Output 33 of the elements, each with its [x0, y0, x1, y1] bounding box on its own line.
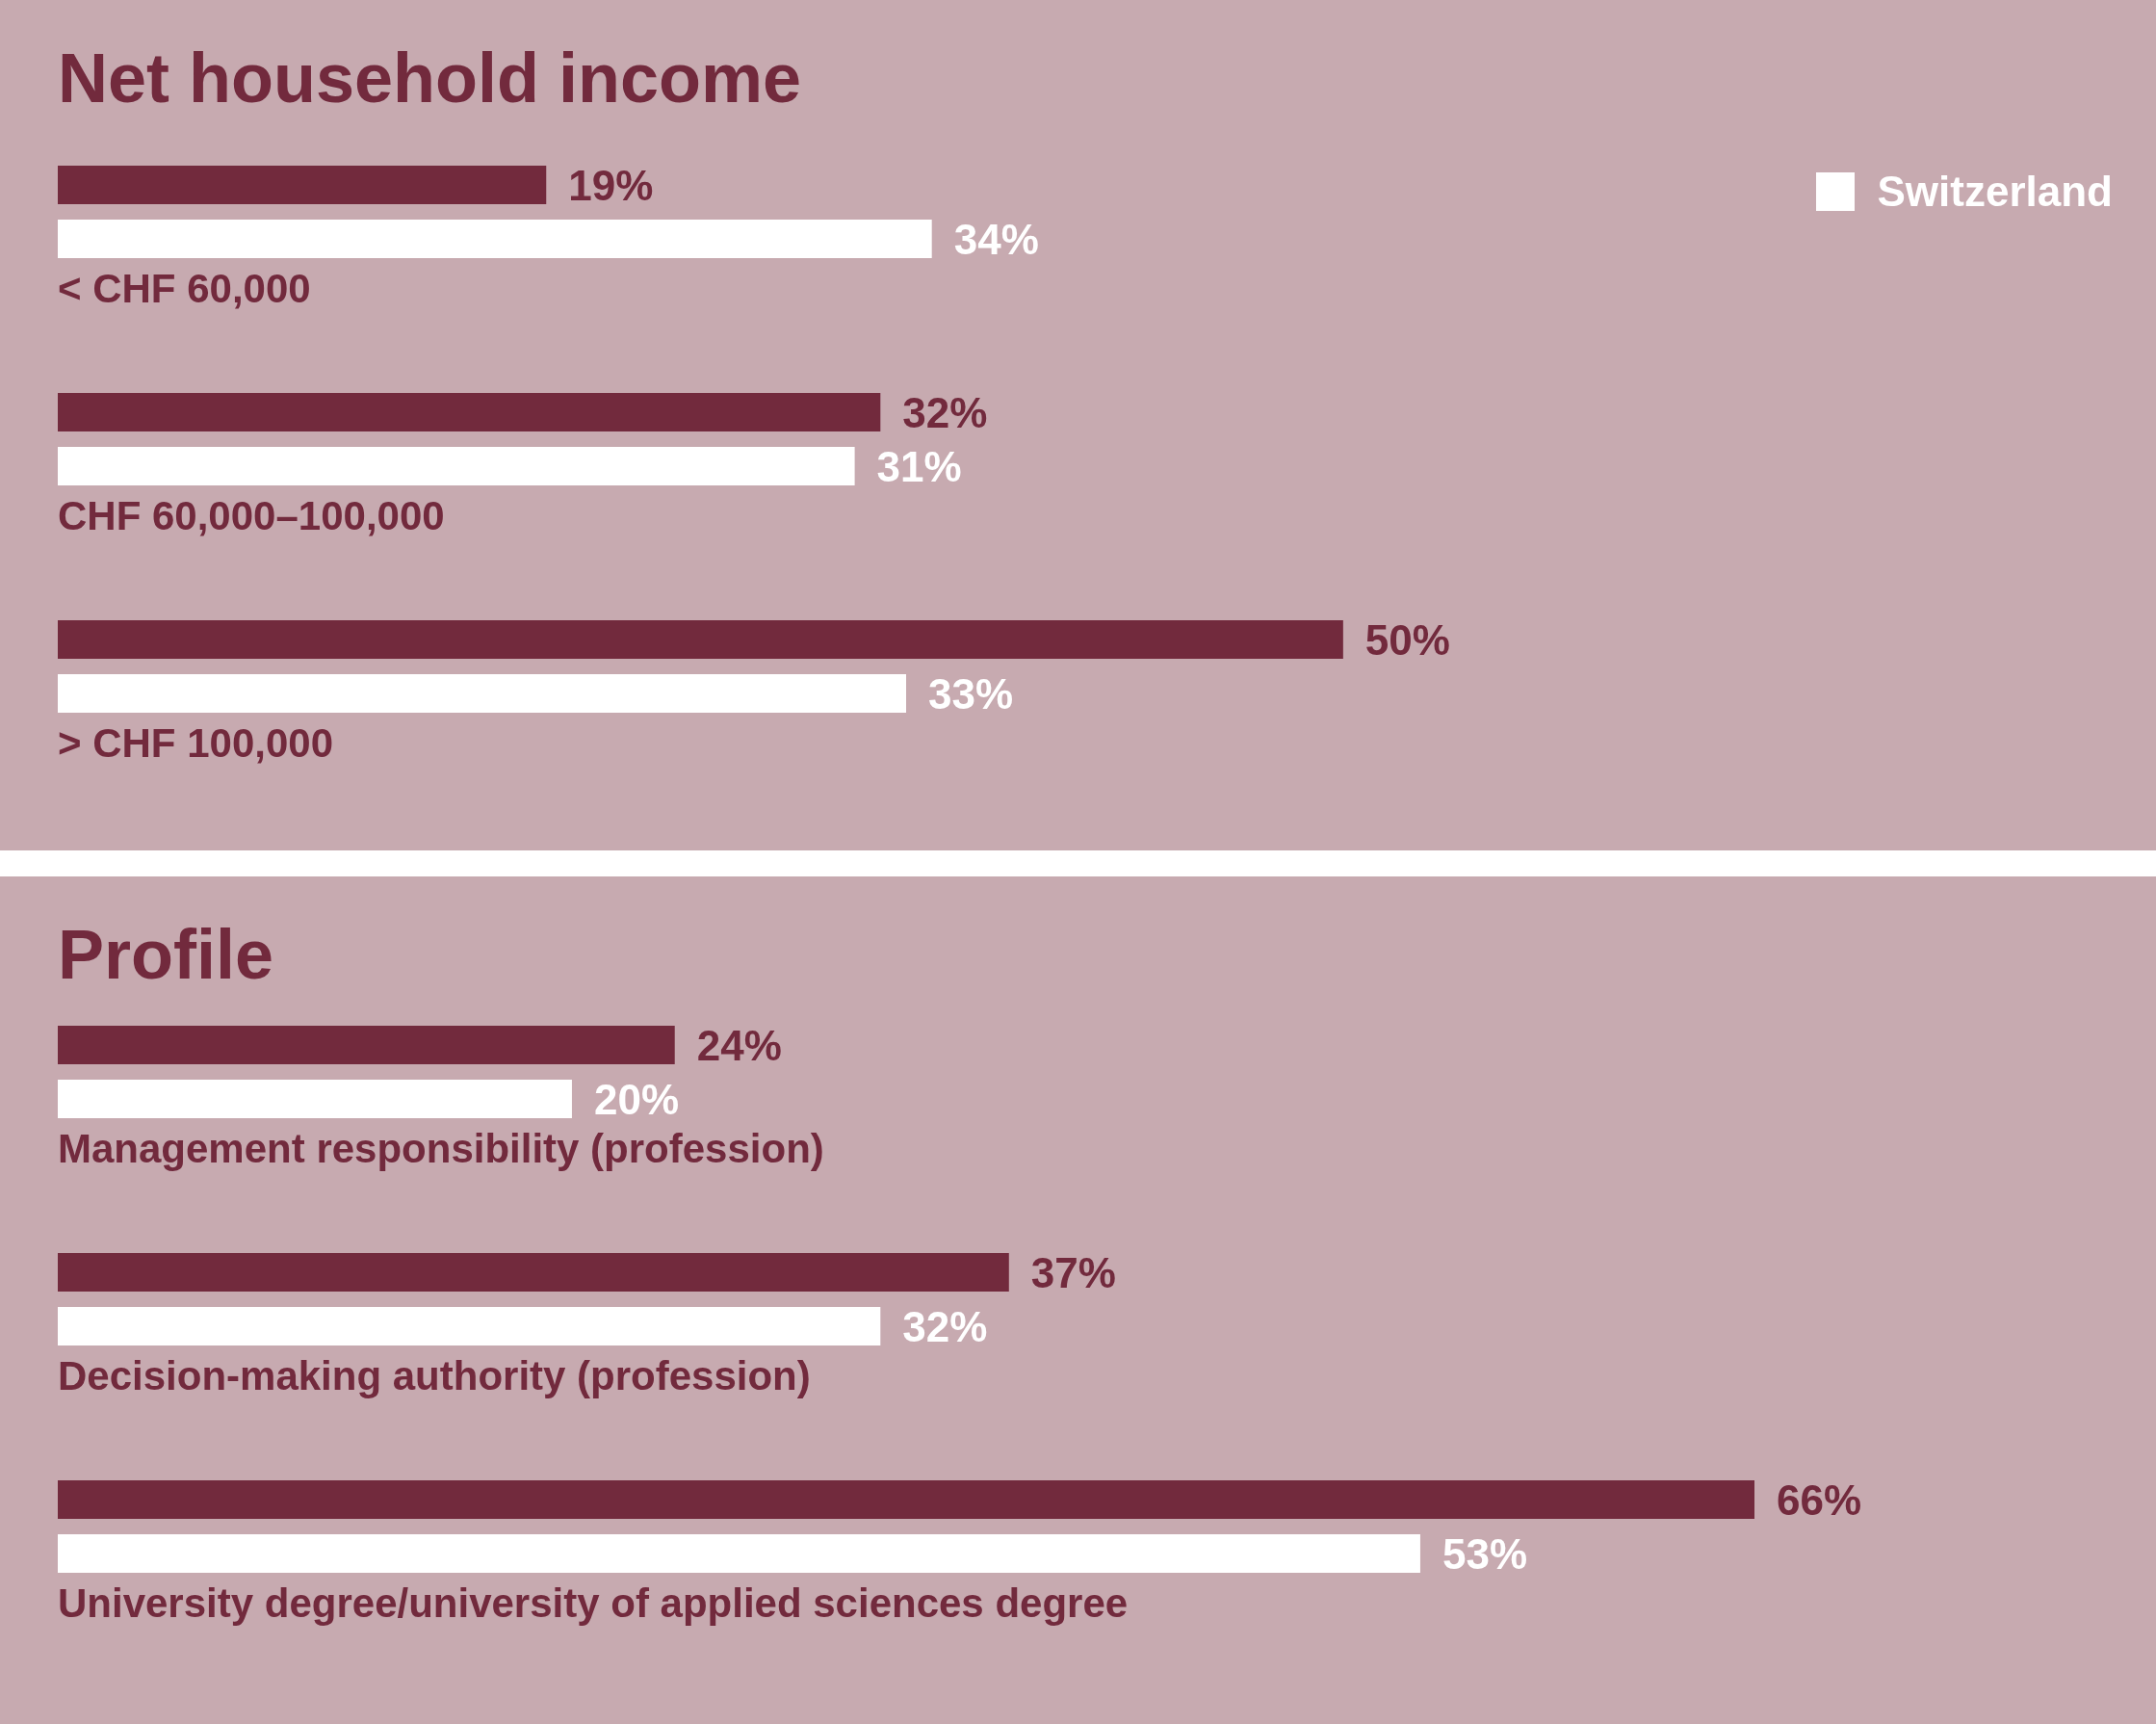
data-label: 32% — [902, 1302, 988, 1350]
bar — [58, 1480, 1754, 1519]
bar — [58, 674, 906, 713]
data-label: 19% — [568, 161, 654, 209]
bar — [58, 166, 547, 204]
bar — [58, 447, 855, 485]
y-tick-label: Decision-making authority (profession) — [58, 1352, 811, 1398]
chart-title: Profile — [58, 915, 274, 994]
bar — [58, 1307, 881, 1345]
y-tick-label: < CHF 60,000 — [58, 265, 311, 311]
data-label: 33% — [928, 669, 1014, 718]
data-label: 66% — [1777, 1476, 1862, 1524]
bar — [58, 1534, 1420, 1573]
y-tick-label: University degree/university of applied sciences degree — [58, 1580, 1129, 1626]
bar — [58, 1080, 572, 1118]
y-tick-label: CHF 60,000–100,000 — [58, 492, 445, 538]
data-label: 20% — [593, 1075, 680, 1123]
data-label: 37% — [1030, 1248, 1116, 1296]
bar — [58, 620, 1343, 659]
bar — [58, 393, 881, 431]
legend-label: Switzerland — [1877, 168, 2113, 216]
bar — [58, 1253, 1009, 1292]
chart-title: Net household income — [58, 39, 802, 118]
bar — [58, 220, 932, 258]
data-label: 53% — [1442, 1529, 1528, 1578]
data-label: 24% — [696, 1021, 782, 1069]
data-label: 50% — [1364, 615, 1450, 664]
y-tick-label: Management responsibility (profession) — [58, 1125, 824, 1171]
data-label: 31% — [876, 442, 962, 490]
data-label: 34% — [953, 215, 1039, 263]
data-label: 32% — [902, 388, 988, 436]
bar — [58, 1026, 675, 1064]
y-tick-label: > CHF 100,000 — [58, 719, 334, 766]
